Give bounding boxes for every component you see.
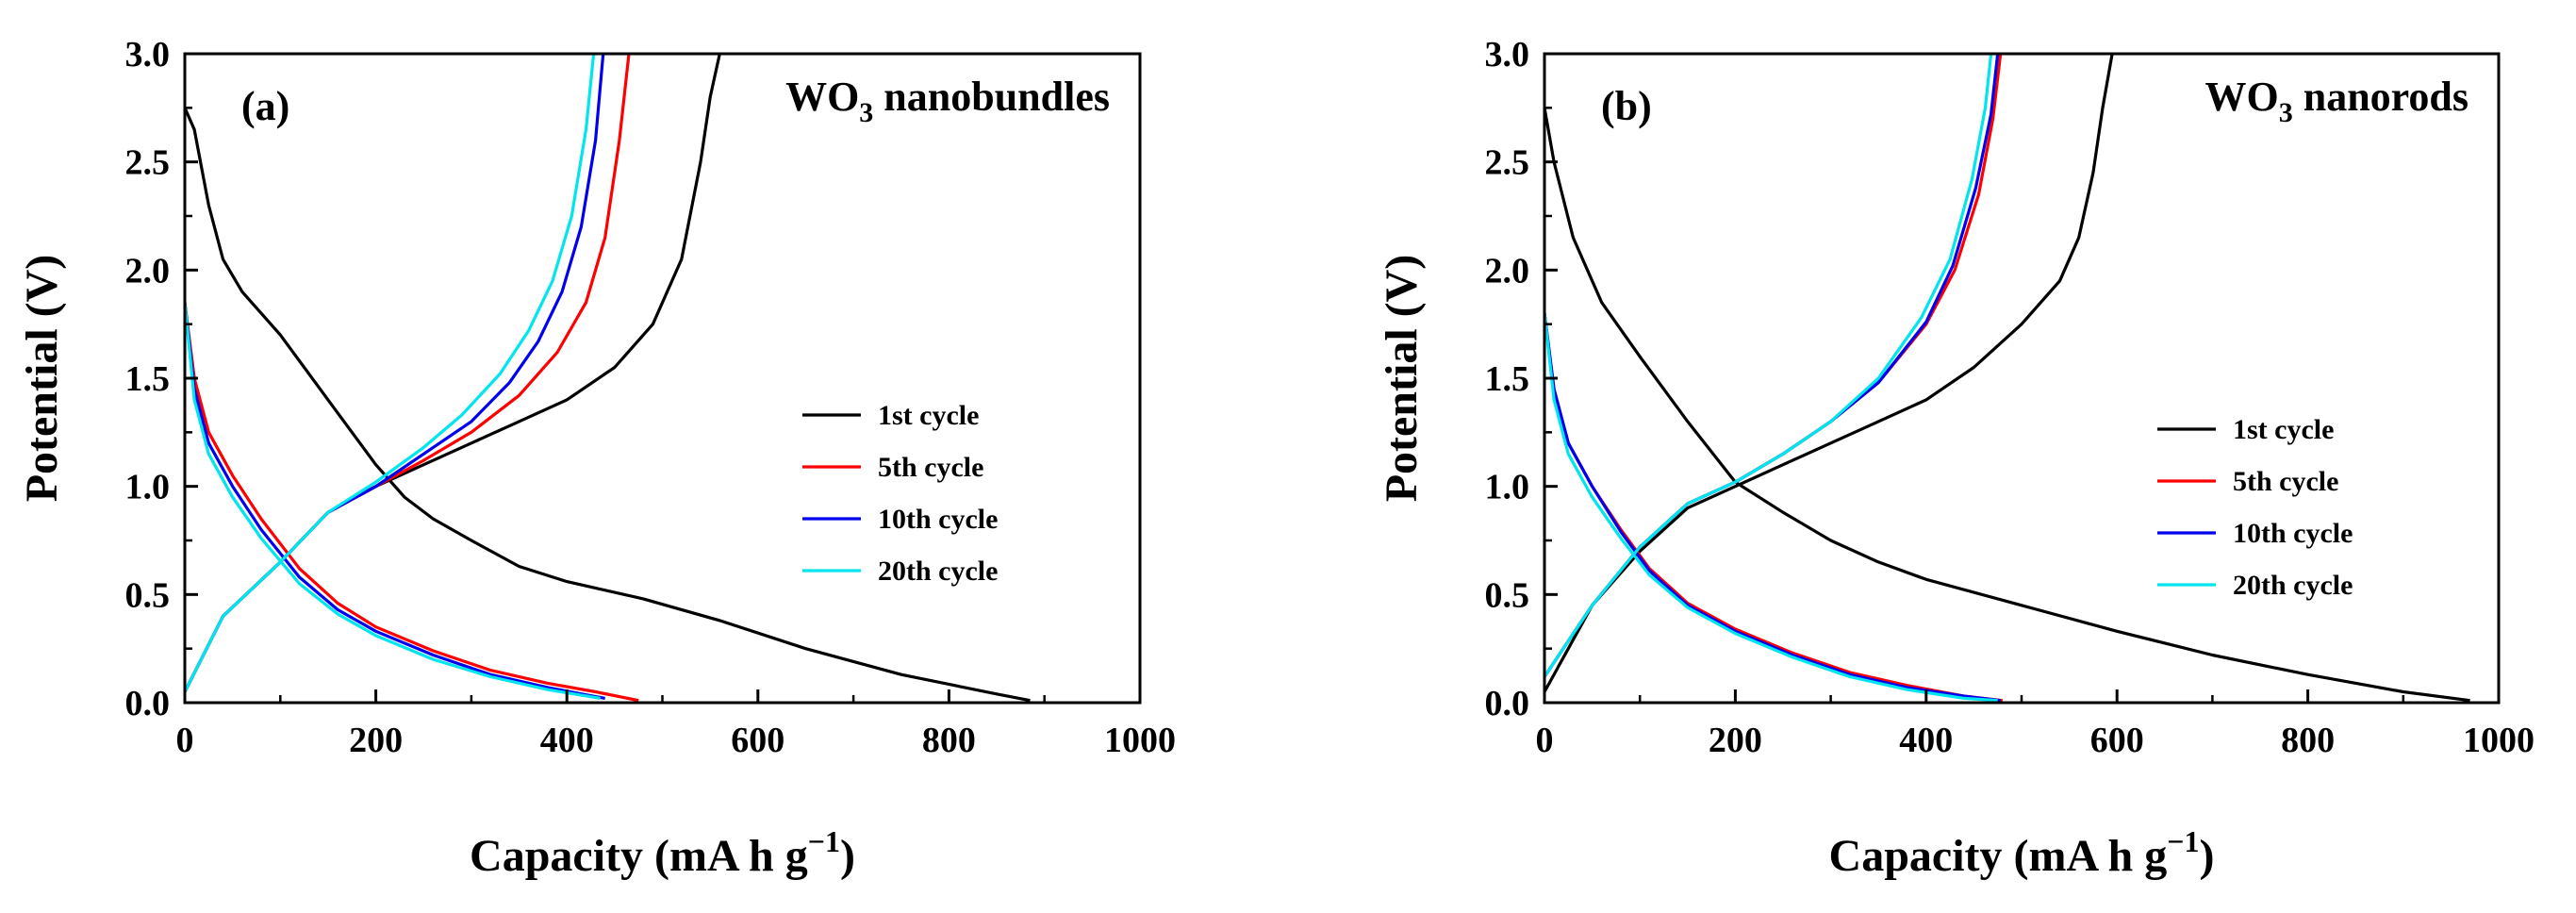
legend-label-2: 5th cycle [878,452,983,483]
y-tick-label: 1.5 [125,359,171,399]
series-1-charge-line [185,54,721,693]
series-1-charge-line [1544,54,2114,693]
x-tick-label: 200 [349,721,403,760]
x-axis-title: Capacity (mA h g−1) [1829,824,2215,881]
x-axis-title-end: ) [2199,831,2214,881]
sample-title-rest: nanobundles [873,74,1110,120]
series-4-discharge-line [185,302,601,700]
y-tick-label: 1.5 [1485,359,1530,399]
y-axis-title: Potential (V) [1377,255,1427,503]
x-tick-label: 200 [1709,721,1762,760]
legend-label-3: 10th cycle [878,504,998,535]
x-axis-title-sup: −1 [2167,824,2199,858]
x-tick-label: 1000 [1104,721,1176,760]
sample-title-base: WO [2204,74,2278,120]
sample-title-base: WO [785,74,859,120]
x-tick-label: 0 [1536,721,1554,760]
sample-title-sub: 3 [2279,97,2293,128]
legend-label-1: 1st cycle [2233,414,2334,445]
x-tick-label: 800 [922,721,976,760]
y-tick-label: 2.0 [125,251,171,290]
series-1-discharge-line [185,107,1031,703]
x-tick-label: 1000 [2463,721,2535,760]
y-tick-label: 3.0 [1485,35,1530,75]
legend: 1st cycle 5th cycle 10th cycle 20th cycle [802,400,998,587]
x-axis-title-sup: −1 [808,824,840,858]
y-tick-label: 1.0 [125,468,171,507]
series-1-discharge-line [1544,108,2470,703]
sample-title: WO3 nanobundles [785,74,1110,128]
series-4-charge-line [185,54,596,693]
legend: 1st cycle 5th cycle 10th cycle 20th cycle [2157,414,2353,601]
legend-label-4: 20th cycle [2233,570,2353,601]
series-3-discharge-line [1544,313,2001,703]
chart-panel-a: 0 200 400 600 800 1000 0.0 0.5 1.0 1.5 2.0 2.5 3.0 Ca… [17,35,1176,881]
y-tick-label: 0.0 [1485,684,1530,723]
y-tick-label: 3.0 [125,35,171,75]
panel-label: (a) [241,83,289,129]
y-tick-label: 2.5 [1485,143,1530,183]
series-2-discharge-line [185,302,639,703]
y-tick-label: 2.0 [1485,251,1530,290]
panel-label: (b) [1601,83,1652,129]
x-tick-label: 600 [731,721,784,760]
series-4-charge-line [1544,54,1993,678]
series-4-discharge-line [1544,313,1998,703]
legend-label-2: 5th cycle [2233,466,2338,497]
x-axis-title: Capacity (mA h g−1) [470,824,855,881]
x-axis-title-end: ) [840,831,855,881]
x-tick-label: 0 [176,721,194,760]
y-tick-label: 0.5 [125,575,171,615]
y-axis-title: Potential (V) [17,255,67,503]
series-3-discharge-line [185,302,605,700]
sample-title-sub: 3 [859,97,873,128]
x-axis-title-main: Capacity (mA h g [470,831,808,881]
series-2-charge-line [185,54,631,693]
x-tick-label: 800 [2281,721,2335,760]
x-tick-label: 400 [1899,721,1953,760]
y-tick-label: 0.0 [125,684,171,723]
y-tick-label: 2.5 [125,143,171,183]
y-tick-label: 1.0 [1485,468,1530,507]
sample-title: WO3 nanorods [2204,74,2469,128]
x-tick-label: 400 [540,721,594,760]
x-tick-label: 600 [2090,721,2144,760]
legend-label-4: 20th cycle [878,556,998,587]
y-tick-label: 0.5 [1485,575,1530,615]
legend-label-1: 1st cycle [878,400,979,431]
legend-label-3: 10th cycle [2233,518,2353,549]
chart-panel-b: 0 200 400 600 800 1000 0.0 0.5 1.0 1.5 2.0 2.5 3.0 Ca… [1377,35,2535,881]
x-axis-title-main: Capacity (mA h g [1829,831,2168,881]
sample-title-rest: nanorods [2293,74,2469,120]
